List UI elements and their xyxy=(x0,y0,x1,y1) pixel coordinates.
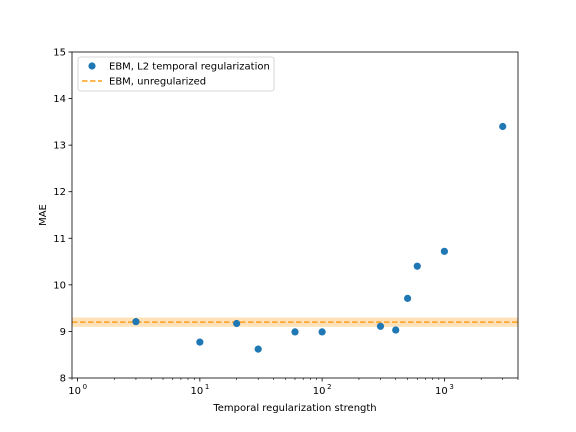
x-tick-exponent: 3 xyxy=(449,383,453,391)
data-point xyxy=(413,262,421,270)
y-tick-label: 11 xyxy=(53,234,66,245)
legend-box xyxy=(77,56,275,92)
data-point xyxy=(291,328,299,336)
data-point xyxy=(403,294,412,302)
data-point xyxy=(440,247,448,255)
legend-label-scatter: EBM, L2 temporal regularization xyxy=(109,62,270,73)
legend-marker-scatter xyxy=(88,62,96,70)
x-tick-label: 10 xyxy=(190,386,203,397)
y-tick-label: 13 xyxy=(53,141,66,152)
y-tick-label: 8 xyxy=(60,374,66,385)
x-tick-exponent: 2 xyxy=(327,383,331,391)
data-point xyxy=(254,345,262,353)
y-tick-label: 12 xyxy=(53,187,66,198)
legend: EBM, L2 temporal regularization EBM, unre… xyxy=(77,56,275,92)
data-point xyxy=(499,122,507,131)
y-tick-label: 9 xyxy=(60,327,66,338)
data-point xyxy=(392,326,400,334)
data-point xyxy=(132,318,140,326)
x-tick-exponent: 1 xyxy=(205,383,209,391)
plot-area xyxy=(72,122,518,353)
data-point xyxy=(376,322,385,330)
data-point xyxy=(196,338,204,346)
y-tick-label: 15 xyxy=(53,48,66,59)
x-tick-exponent: 0 xyxy=(83,383,87,391)
legend-label-line: EBM, unregularized xyxy=(109,77,206,88)
data-point xyxy=(318,328,326,336)
data-point xyxy=(233,319,241,328)
x-tick-label: 10 xyxy=(313,386,326,397)
x-tick-label: 10 xyxy=(68,386,81,397)
y-tick-label: 14 xyxy=(53,94,66,105)
unregularized-band xyxy=(72,317,518,327)
y-tick-label: 10 xyxy=(53,280,66,291)
y-axis-label: MAE xyxy=(38,204,49,226)
x-axis-label: Temporal regularization strength xyxy=(212,403,376,414)
x-tick-label: 10 xyxy=(435,386,448,397)
